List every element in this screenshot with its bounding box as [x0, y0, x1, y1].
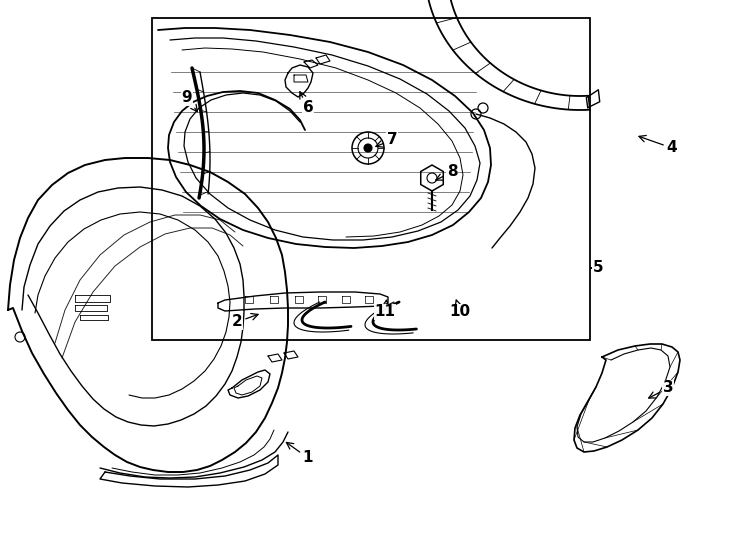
Text: 7: 7: [376, 132, 397, 147]
Text: 5: 5: [592, 260, 603, 275]
Text: 4: 4: [639, 136, 677, 156]
Text: 8: 8: [436, 165, 457, 180]
Text: 9: 9: [182, 91, 197, 112]
Text: 10: 10: [449, 300, 470, 320]
Text: 3: 3: [649, 381, 673, 398]
Text: 6: 6: [300, 92, 313, 116]
Circle shape: [364, 144, 372, 152]
Text: 11: 11: [374, 300, 396, 320]
Text: 1: 1: [286, 442, 313, 465]
Text: 2: 2: [232, 314, 258, 329]
Bar: [152, 18, 590, 340]
